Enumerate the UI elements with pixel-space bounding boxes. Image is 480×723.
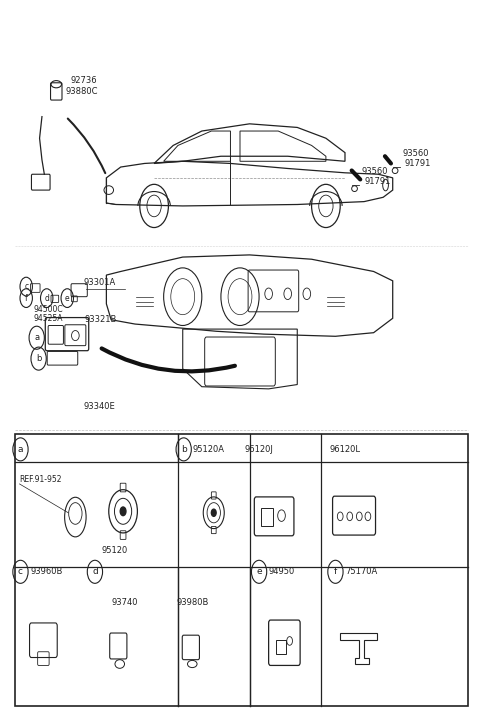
Text: REF.91-952: REF.91-952 [20, 475, 62, 484]
Text: 93960B: 93960B [30, 568, 62, 576]
Text: f: f [25, 294, 27, 303]
Text: a: a [34, 333, 39, 342]
Text: 93340E: 93340E [84, 402, 115, 411]
Text: 94950: 94950 [269, 568, 295, 576]
Text: 94500C: 94500C [34, 305, 63, 315]
Text: d: d [92, 568, 98, 576]
Text: e: e [65, 294, 70, 303]
Text: c: c [24, 282, 28, 291]
Circle shape [211, 509, 216, 516]
Text: d: d [44, 294, 49, 303]
Text: f: f [334, 568, 337, 576]
Text: 93980B: 93980B [176, 598, 208, 607]
Text: 91791: 91791 [364, 176, 390, 186]
Circle shape [120, 507, 126, 515]
Text: 93301A: 93301A [84, 278, 116, 287]
Text: 91791: 91791 [405, 160, 431, 168]
Text: 93880C: 93880C [66, 87, 98, 96]
Text: 96120L: 96120L [329, 445, 360, 454]
Text: 95120: 95120 [102, 546, 128, 555]
Text: 96120J: 96120J [245, 445, 274, 454]
Text: 93740: 93740 [111, 598, 138, 607]
Text: b: b [181, 445, 187, 454]
Text: e: e [256, 568, 262, 576]
Text: 95120A: 95120A [192, 445, 224, 454]
Text: 93321B: 93321B [85, 315, 117, 324]
Text: 94525A: 94525A [34, 314, 63, 322]
Text: 75170A: 75170A [345, 568, 377, 576]
Text: 93560: 93560 [362, 167, 388, 176]
Text: c: c [18, 568, 23, 576]
Text: b: b [36, 354, 41, 363]
Text: a: a [18, 445, 23, 454]
Text: 92736: 92736 [71, 76, 97, 85]
Text: 93560: 93560 [402, 150, 429, 158]
